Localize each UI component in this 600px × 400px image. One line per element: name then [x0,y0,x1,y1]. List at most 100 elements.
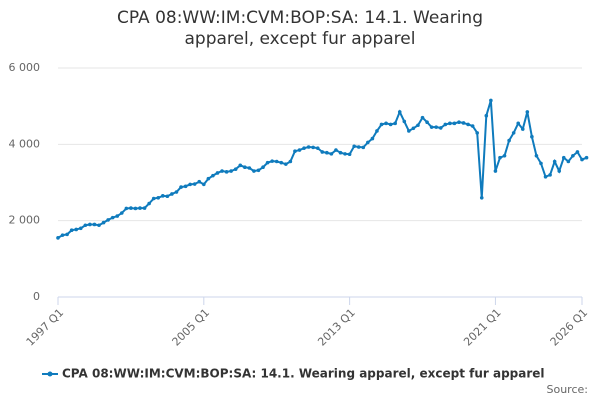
y-tick-label: 4 000 [9,137,41,150]
data-point [375,129,379,133]
data-point [448,121,452,126]
data-point [288,159,293,164]
data-point [511,131,516,135]
data-point [293,149,297,154]
data-point [119,211,124,215]
data-point [142,206,147,210]
data-point [489,98,493,103]
legend-marker [47,371,53,377]
data-point [516,121,521,126]
data-point [530,134,534,139]
data-point [183,184,188,189]
data-point [192,182,197,186]
data-point [361,145,366,150]
data-point [161,194,165,198]
y-tick-label: 6 000 [9,61,41,74]
data-point [334,148,338,152]
data-point [247,166,252,170]
data-point [138,206,142,210]
data-point [580,157,584,162]
data-point [151,196,156,201]
data-point [265,160,270,165]
data-point [475,131,480,135]
data-point [525,110,530,114]
chart-title: CPA 08:WW:IM:CVM:BOP:SA: 14.1. Wearing a… [117,8,483,49]
data-point [274,159,279,164]
data-point [557,169,562,173]
data-point [129,206,133,210]
data-point [520,127,525,131]
legend-label: CPA 08:WW:IM:CVM:BOP:SA: 14.1. Wearing a… [62,367,545,381]
data-point [329,152,334,156]
data-point [347,152,352,157]
data-point [297,148,302,152]
data-point [493,169,498,173]
data-point [311,145,315,150]
data-point [56,236,60,240]
data-point [92,222,97,227]
data-point [170,192,174,196]
source: Source: [547,383,589,396]
data-point [539,161,543,166]
data-point [402,119,407,124]
data-point [243,165,247,170]
data-point [188,182,192,187]
data-point [502,153,507,158]
data-point [338,150,343,155]
data-point [507,138,511,143]
x-tick-label: 1997 Q1 [24,306,67,349]
data-point [370,136,375,141]
data-point [434,125,438,129]
x-tick-label: 2013 Q1 [315,306,358,349]
data-point [356,145,361,149]
data-point [256,168,261,173]
data-point [133,206,138,211]
data-point [229,169,233,173]
data-point [179,185,183,189]
data-point [101,220,106,225]
data-point [470,124,475,128]
data-point [388,122,393,127]
series-line [57,100,587,239]
x-tick-label: 2005 Q1 [170,306,213,349]
data-point [69,228,74,233]
data-point [83,223,88,228]
data-point [429,125,434,129]
data-point [60,233,65,237]
data-point [315,146,320,150]
data-point [543,174,548,179]
data-point [343,152,347,156]
data-point [384,121,388,126]
data-point [156,195,161,200]
data-point [548,173,552,177]
data-point [461,121,466,125]
data-point [215,171,220,175]
data-point [147,201,151,206]
data-point [284,162,288,166]
data-point [584,155,589,160]
data-point [407,129,411,133]
data-point [197,179,202,184]
data-point [443,122,448,127]
data-point [566,159,571,164]
data-point [233,167,238,171]
data-point [534,153,539,158]
data-point [302,146,306,150]
data-point [420,115,425,120]
data-point [220,169,224,173]
data-point [571,153,575,158]
y-tick-label: 0 [33,290,40,303]
data-point [224,170,229,174]
data-point [379,122,384,127]
data-point [438,126,443,130]
data-point [211,173,215,178]
data-point [261,165,265,170]
data-point [238,163,243,168]
data-point [466,122,470,127]
data-point [97,223,101,228]
data-point [352,144,356,149]
data-point [279,160,284,165]
data-point [416,123,420,128]
